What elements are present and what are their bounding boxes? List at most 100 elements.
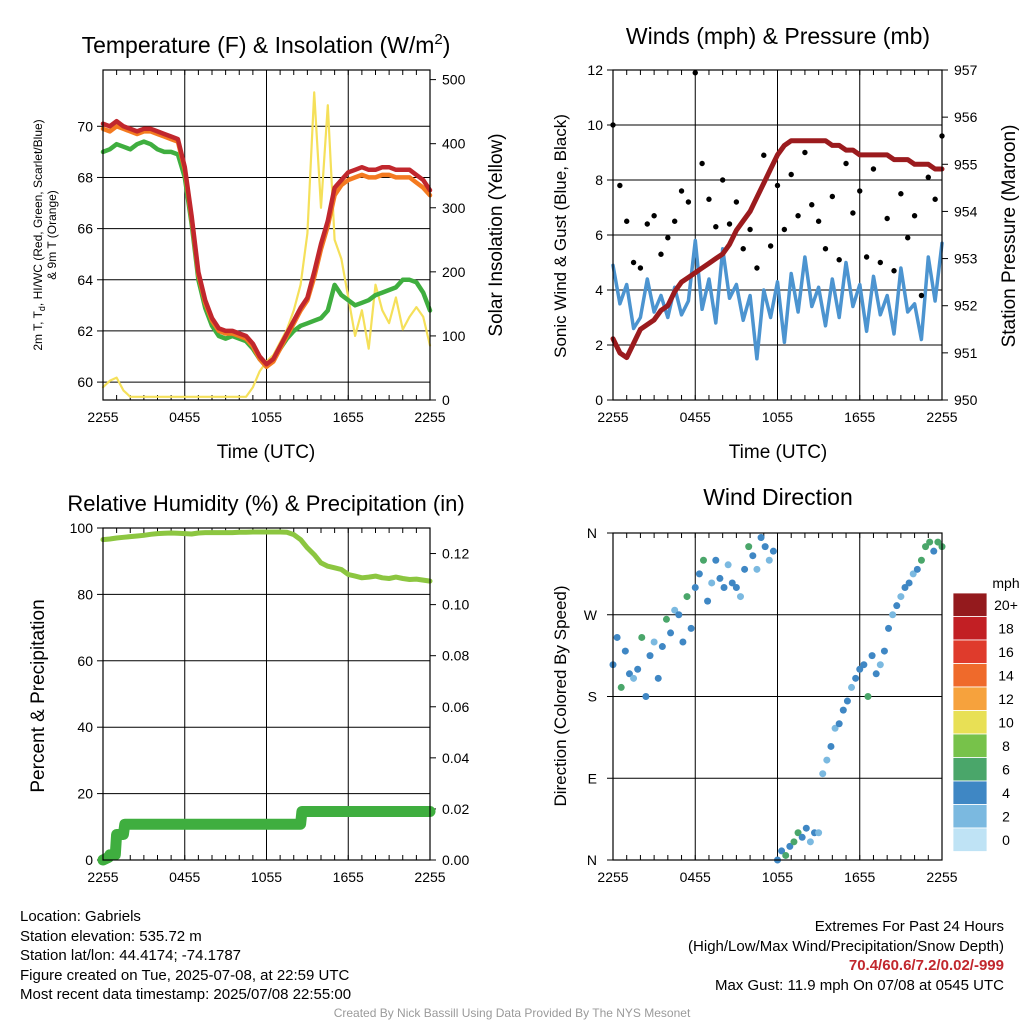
gust-point [713,224,719,230]
precip-y2-tick-label: 0.00 [442,852,469,868]
gust-point [918,292,925,299]
wind-x-tick-label: 2255 [597,409,628,425]
direction-point [868,652,876,660]
humidity-x-tick-label: 1655 [333,869,364,885]
direction-point [835,720,843,728]
wind-plot-border [612,69,943,401]
speed-colorbar: 20+ 18 16 14 12 10 8 6 4 2 0 [952,592,1018,852]
direction-point [642,693,650,700]
gust-point [665,235,671,241]
gust-point [761,152,767,158]
direction-plot-border [612,532,943,861]
wind-plot-area: 2255 0455 1055 1655 225502468101295095195295… [587,62,977,425]
gust-point [795,213,801,219]
temperature-x-axis-label: Time (UTC) [217,442,316,463]
colorbar-label: 16 [998,644,1014,660]
direction-point [650,638,658,646]
direction-point [839,706,847,714]
direction-point [634,665,642,673]
humidity-plot-border [102,527,431,861]
direction-point [625,670,633,678]
insolation-y2-tick-label: 100 [442,328,466,344]
wind-y-tick-label: 2 [595,337,603,353]
credit-line: Created By Nick Bassill Using Data Provi… [333,1006,691,1020]
colorbar-title: mph [992,575,1019,591]
wind-y-tick-label: 10 [587,117,603,133]
wind-x-tick-label: 0455 [680,409,711,425]
humidity-y-tick-label: 0 [85,852,93,868]
pressure-y2-tick-label: 951 [954,345,978,361]
insolation-y2-tick-label: 0 [442,392,450,408]
temperature-plot-border [102,69,431,401]
wind-y-tick-label: 12 [587,62,603,78]
direction-point [671,606,679,614]
gust-point [740,246,746,252]
direction-point [732,584,740,591]
temperature-y-tick-label: 66 [77,221,93,237]
gust-point [857,188,863,194]
direction-y-tick-label: N [587,852,597,868]
direction-point [613,633,621,641]
direction-point [802,824,810,832]
gust-point [870,166,877,172]
direction-point [893,602,901,610]
wind-direction-y-axis-label: Direction (Colored By Speed) [551,585,570,806]
humidity-x-tick-label: 0455 [169,869,200,885]
direction-point [617,683,625,691]
gust-point [692,70,698,76]
colorbar-swatch [952,686,988,711]
direction-point [638,633,646,641]
colorbar-label: 14 [998,667,1014,683]
colorbar-swatch [952,780,988,805]
gust-point [898,191,904,197]
extremes-info: Extremes For Past 24 Hours (High/Low/Max… [688,917,1004,995]
temperature-y-axis-label-line2: & 9m T (Orange) [45,190,59,280]
humidity-plot-area: 2255 0455 1055 1655 22550204060801000.000.02… [70,520,470,885]
humidity-y-tick-label: 40 [77,719,93,735]
direction-x-tick-label: 1655 [844,869,875,885]
colorbar-label: 20+ [994,597,1018,613]
wind-x-axis-label: Time (UTC) [729,442,828,463]
gust-point [726,221,733,227]
direction-point [695,570,703,578]
direction-point [683,593,691,601]
extremes-title: Extremes For Past 24 Hours [814,918,1004,935]
temperature-y-tick-label: 64 [77,272,93,288]
gust-point [877,259,884,266]
direction-point [749,552,757,560]
direction-point [724,561,732,569]
direction-point [897,593,905,601]
direction-point [901,584,909,591]
direction-point [917,556,925,564]
precip-y2-tick-label: 0.04 [442,750,469,766]
temperature-chart-title: Temperature (F) & Insolation (W/m2) [82,31,451,58]
insolation-y-axis-label: Solar Insolation (Yellow) [486,133,507,336]
gust-point [829,193,836,200]
gust-point [733,199,740,205]
direction-point [909,570,917,578]
gust-point [781,226,788,233]
colorbar-swatch [952,827,988,852]
direction-point [843,697,851,705]
direction-point [728,579,736,587]
direction-point [745,543,753,551]
gust-point [809,202,815,208]
precip-y2-tick-label: 0.08 [442,648,469,664]
colorbar-swatch [952,710,988,735]
temperature-x-tick-label: 0455 [169,409,200,425]
gust-point [905,235,911,241]
temperature-x-tick-label: 2255 [414,409,445,425]
colorbar-label: 18 [998,620,1014,636]
direction-point [876,661,884,669]
direction-point [675,611,683,619]
insolation-y2-tick-label: 200 [442,264,466,280]
gust-point [617,182,623,189]
gust-point [802,149,808,156]
temperature-x-tick-label: 1655 [333,409,364,425]
gust-point [624,218,630,224]
direction-point [658,643,666,651]
direction-point [831,724,839,732]
pressure-y2-tick-label: 956 [954,109,978,125]
pressure-y2-tick-label: 953 [954,251,978,267]
